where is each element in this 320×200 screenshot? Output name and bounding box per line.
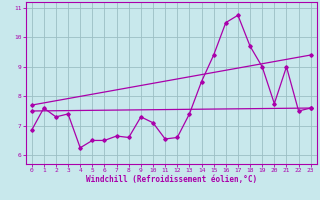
X-axis label: Windchill (Refroidissement éolien,°C): Windchill (Refroidissement éolien,°C) bbox=[86, 175, 257, 184]
